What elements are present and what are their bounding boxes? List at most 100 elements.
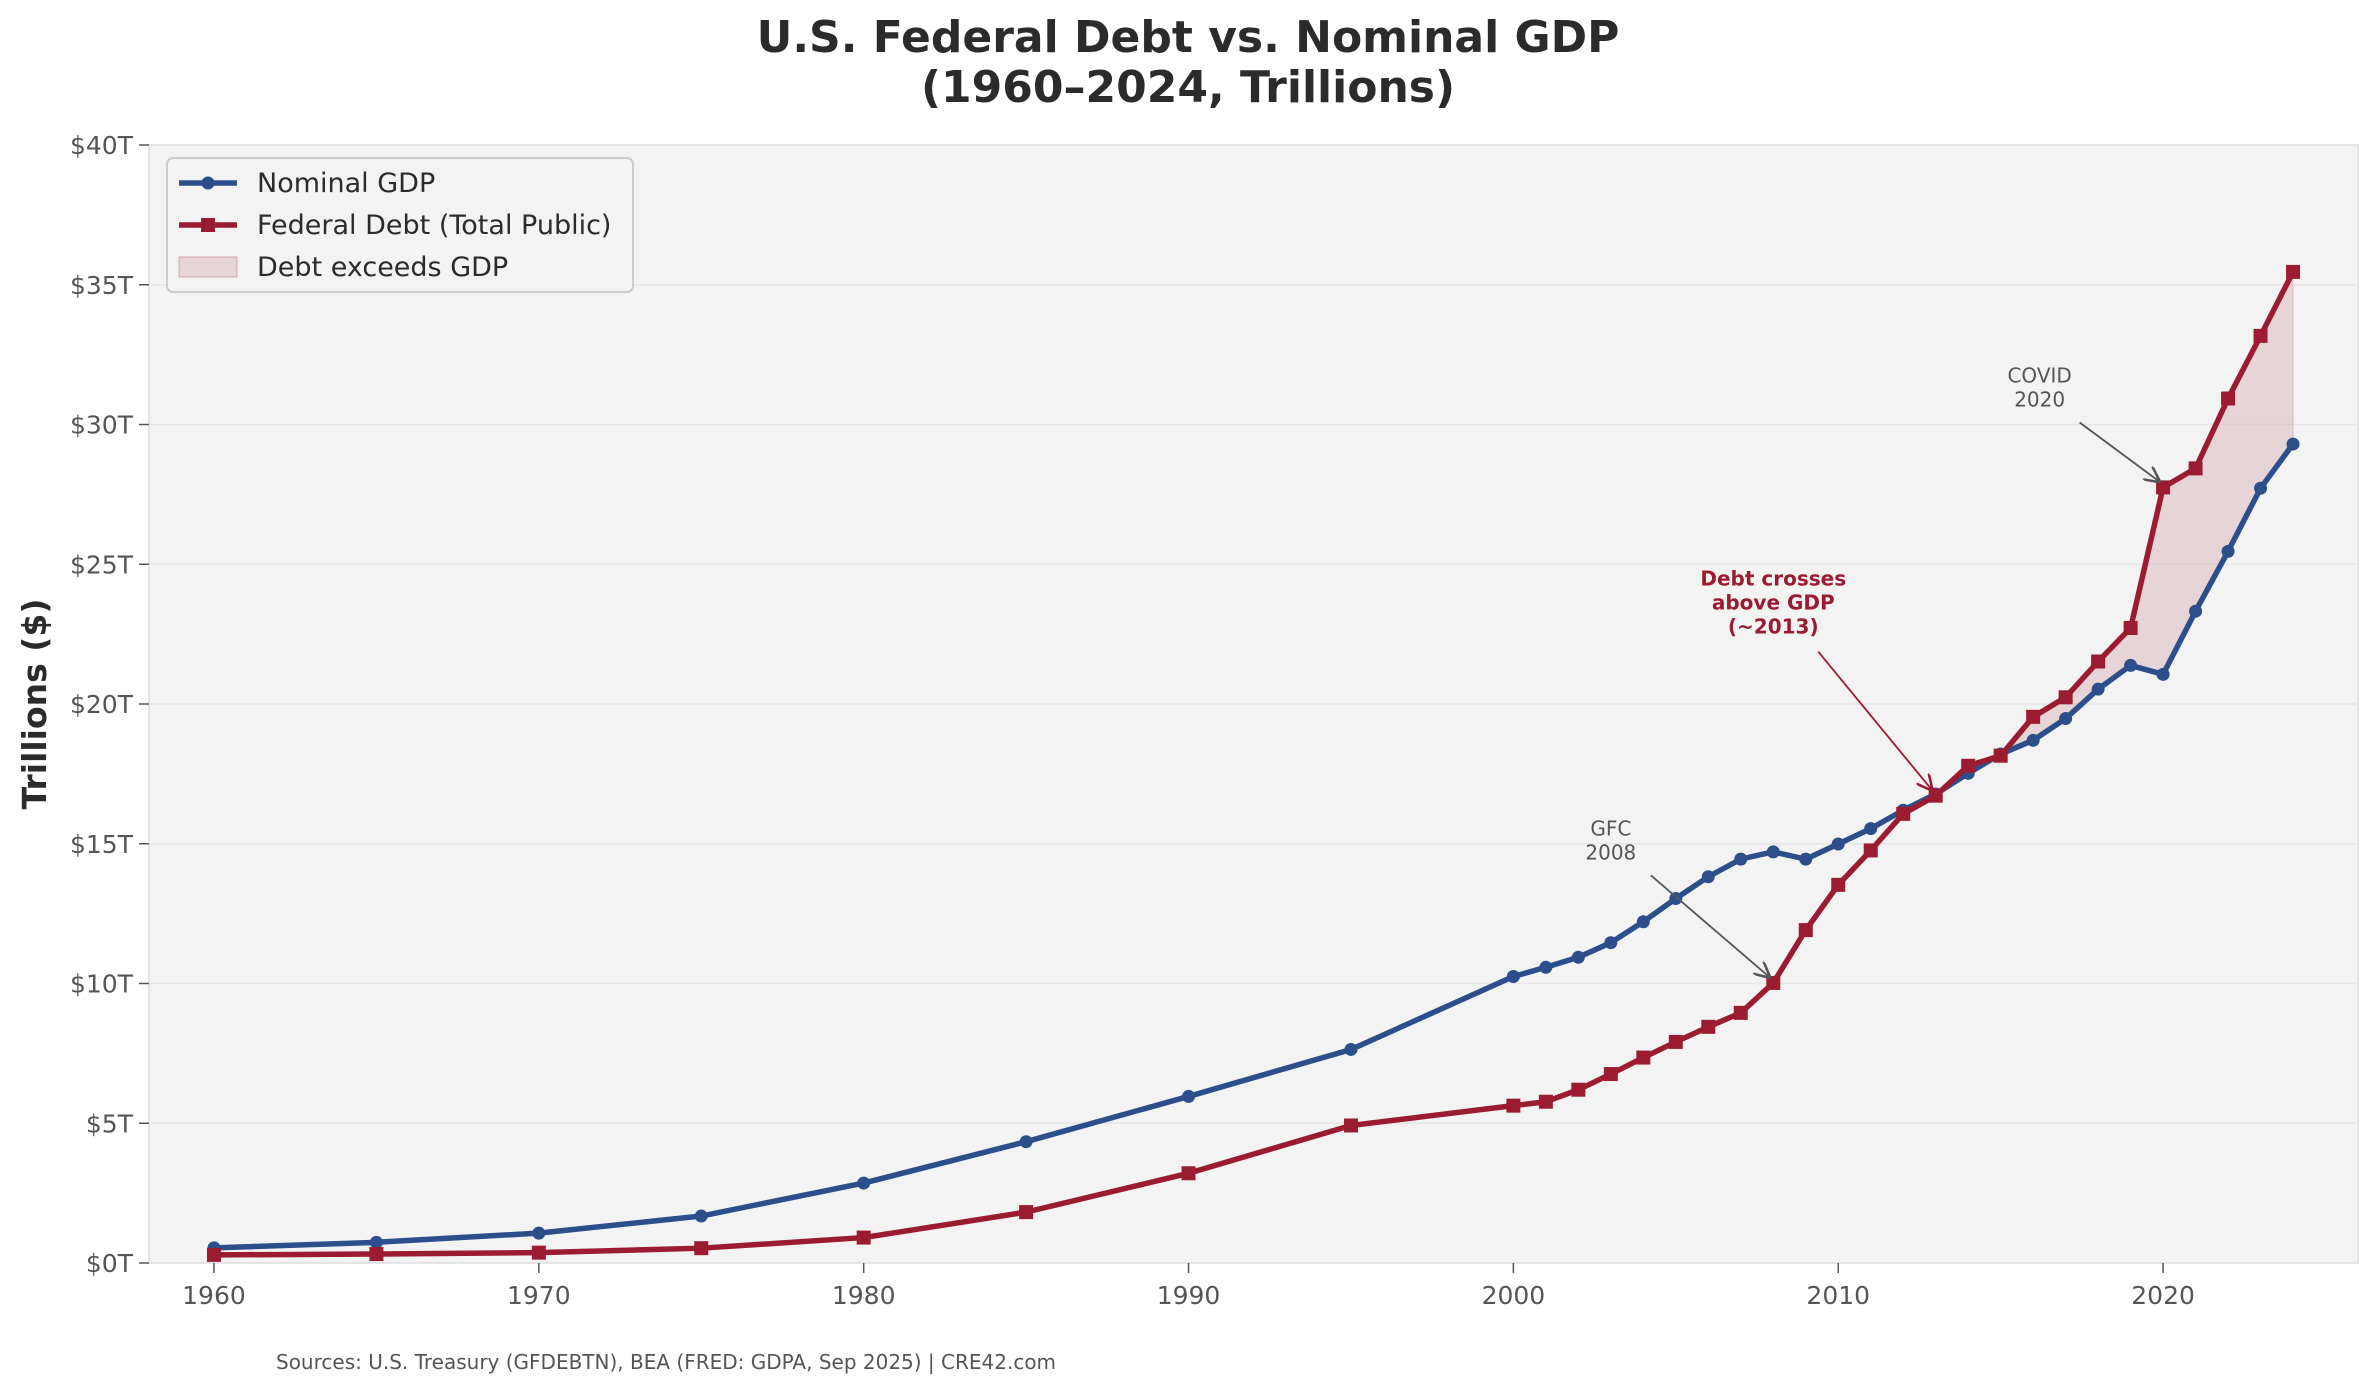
series-gdp	[207, 437, 2300, 1255]
legend-label: Nominal GDP	[257, 168, 435, 199]
legend: Nominal GDP Federal Debt (Total Public) De…	[166, 157, 634, 293]
x-tick-label: 1970	[507, 1281, 571, 1310]
y-tick-label: $10T	[70, 970, 134, 999]
annotation-text: above GDP	[1712, 591, 1835, 615]
y-axis: $0T $5T $10T $15T $20T $25T $30T $35T $40T	[70, 131, 149, 1278]
data-point	[2253, 328, 2268, 343]
data-point	[1701, 870, 1715, 884]
data-point	[369, 1235, 383, 1249]
legend-swatch	[178, 256, 238, 278]
y-tick-label: $15T	[70, 830, 134, 859]
data-point	[2221, 544, 2235, 558]
x-tick-label: 1990	[1157, 1281, 1221, 1310]
y-tick-label: $30T	[70, 411, 134, 440]
data-point	[2124, 658, 2138, 672]
y-axis-label: Trillions ($)	[15, 599, 54, 810]
data-point	[1506, 970, 1520, 984]
data-point	[1896, 806, 1911, 821]
data-point	[1571, 950, 1585, 964]
x-tick-label: 1960	[182, 1281, 246, 1310]
source-note: Sources: U.S. Treasury (GFDEBTN), BEA (F…	[276, 1350, 1056, 1374]
data-point	[206, 1247, 221, 1262]
data-point	[2058, 690, 2073, 705]
data-point	[2091, 654, 2106, 669]
legend-item: Nominal GDP	[179, 168, 435, 199]
data-point	[1343, 1118, 1358, 1133]
data-point	[2286, 437, 2300, 451]
data-point	[1603, 1067, 1618, 1082]
chart-title: U.S. Federal Debt vs. Nominal GDP(1960–2…	[757, 12, 1620, 113]
data-point	[1993, 748, 2008, 763]
data-point	[1182, 1089, 1196, 1103]
data-point	[2188, 461, 2203, 476]
data-point	[369, 1247, 384, 1262]
data-point	[1701, 1019, 1716, 1034]
legend-label: Debt exceeds GDP	[257, 252, 508, 283]
annotation-text: COVID	[2007, 364, 2071, 388]
data-point	[694, 1241, 709, 1256]
legend-item: Debt exceeds GDP	[178, 252, 508, 283]
x-axis: 1960 1970 1980 1990 2000 2010 2020	[182, 1263, 2195, 1310]
annotation-text: (~2013)	[1728, 615, 1819, 639]
data-point	[531, 1245, 546, 1260]
data-point	[2026, 733, 2040, 747]
data-point	[1538, 1094, 1553, 1109]
data-point	[1636, 915, 1650, 929]
series	[206, 264, 2301, 1262]
data-point	[2286, 264, 2301, 279]
data-point	[2221, 391, 2236, 406]
data-point	[2156, 667, 2170, 681]
title-line: (1960–2024, Trillions)	[921, 62, 1455, 113]
x-tick-label: 2020	[2131, 1281, 2195, 1310]
annotation-text: 2020	[2014, 388, 2065, 412]
data-point	[1961, 758, 1976, 773]
data-point	[1571, 1082, 1586, 1097]
data-point	[2091, 682, 2105, 696]
data-point	[1636, 1050, 1651, 1065]
x-tick-label: 1980	[832, 1281, 896, 1310]
legend-label: Federal Debt (Total Public)	[257, 210, 611, 241]
grid	[149, 284, 2358, 1124]
data-point	[1506, 1098, 1521, 1113]
data-point	[1799, 852, 1813, 866]
annotation-text: Debt crosses	[1700, 567, 1846, 591]
data-point	[1019, 1205, 1034, 1220]
title-line: U.S. Federal Debt vs. Nominal GDP	[757, 12, 1620, 63]
y-tick-label: $0T	[86, 1249, 134, 1278]
data-point	[1668, 1034, 1683, 1049]
series-debt	[206, 264, 2301, 1262]
legend-item: Federal Debt (Total Public)	[179, 210, 611, 241]
legend-box	[166, 157, 634, 293]
data-point	[857, 1176, 871, 1190]
data-point	[1019, 1135, 1033, 1149]
legend-marker	[201, 218, 215, 232]
data-point	[1669, 892, 1683, 906]
x-tick-label: 2010	[1806, 1281, 1870, 1310]
y-tick-label: $35T	[70, 271, 134, 300]
data-point	[2156, 480, 2171, 495]
data-point	[1766, 975, 1781, 990]
y-tick-label: $40T	[70, 131, 134, 160]
data-point	[856, 1230, 871, 1245]
data-point	[2059, 712, 2073, 726]
data-point	[2189, 604, 2203, 618]
data-point	[1798, 923, 1813, 938]
y-tick-label: $20T	[70, 690, 134, 719]
data-point	[1864, 822, 1878, 836]
data-point	[1539, 960, 1553, 974]
data-point	[1766, 845, 1780, 859]
annotation-arrow	[1650, 874, 1769, 977]
data-point	[1863, 843, 1878, 858]
data-point	[2123, 620, 2138, 635]
data-point	[694, 1209, 708, 1223]
legend-marker	[201, 176, 215, 190]
data-point	[2254, 481, 2268, 495]
data-point	[1604, 936, 1618, 950]
x-tick-label: 2000	[1482, 1281, 1546, 1310]
y-tick-label: $5T	[86, 1109, 134, 1138]
annotation-arrow	[2079, 421, 2159, 482]
